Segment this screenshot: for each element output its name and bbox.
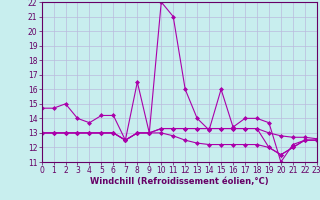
X-axis label: Windchill (Refroidissement éolien,°C): Windchill (Refroidissement éolien,°C) <box>90 177 268 186</box>
